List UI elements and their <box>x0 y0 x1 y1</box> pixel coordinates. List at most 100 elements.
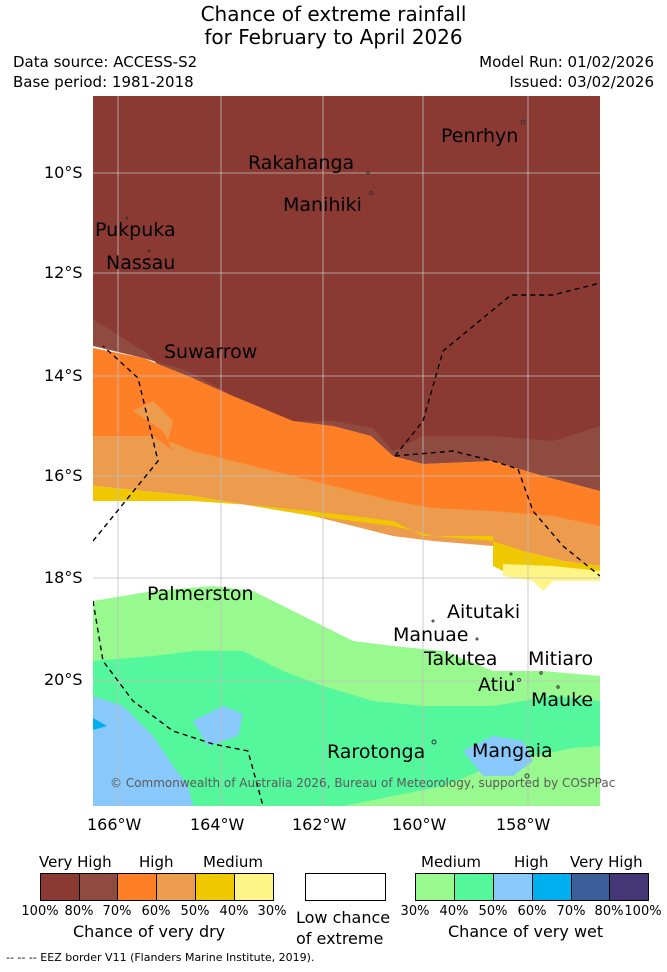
base-period-label: Base period: 1981-2018 <box>13 73 194 91</box>
legend-wet-pct-30: 30% <box>400 904 430 919</box>
issued-label: Issued: 03/02/2026 <box>509 73 654 91</box>
legend-dry-swatch-40-50 <box>195 873 235 901</box>
place-mangaia: Mangaia <box>472 740 553 762</box>
island-mitiaro <box>539 671 543 675</box>
legend-wet-medium-head: Medium <box>421 853 481 871</box>
legend-wet-pct-100: 100% <box>624 904 662 919</box>
place-palmerston: Palmerston <box>147 583 254 605</box>
legend-wet-swatch-50-60 <box>493 873 533 901</box>
legend-wet-pct-40: 40% <box>439 904 469 919</box>
legend-low-swatch <box>305 873 386 901</box>
legend-wet-pct-70: 70% <box>556 904 586 919</box>
island-penrhyn <box>520 119 526 125</box>
legend-dry-swatch-30-40 <box>234 873 274 901</box>
legend-dry-swatch-80-100 <box>40 873 80 901</box>
lon-label-162w: 162°W <box>292 815 347 834</box>
wet-40-50-region <box>93 651 600 806</box>
legend-dry-high-head: High <box>139 853 174 871</box>
lon-label-158w: 158°W <box>496 815 551 834</box>
chart-title-line1: Chance of extreme rainfall <box>200 2 467 26</box>
place-manihiki: Manihiki <box>283 194 362 216</box>
island-rakahanga <box>366 171 370 175</box>
chart-title-line2: for February to April 2026 <box>204 25 463 49</box>
lon-label-164w: 164°W <box>190 815 245 834</box>
lat-label-12s: 12°S <box>44 263 83 282</box>
wet-50-60-region-central <box>193 706 243 746</box>
island-takutea <box>509 672 513 676</box>
legend-dry-medium-head: Medium <box>203 853 263 871</box>
legend-dry-swatch-60-70 <box>117 873 157 901</box>
island-atiu <box>517 678 521 682</box>
island-nassau <box>147 249 151 253</box>
legend-dry-pct-30: 30% <box>257 904 287 919</box>
island-aitutaki <box>431 619 435 623</box>
copyright-notice: © Commonwealth of Australia 2026, Bureau… <box>110 776 616 790</box>
lon-label-160w: 160°W <box>392 815 447 834</box>
legend-wet-very-high-head: Very High <box>570 853 643 871</box>
lat-label-16s: 16°S <box>44 466 83 485</box>
place-takutea: Takutea <box>424 648 498 670</box>
legend-wet-swatch-70-80 <box>571 873 610 901</box>
wet-60-70-patch <box>93 718 107 730</box>
island-rarotonga <box>431 739 437 745</box>
legend-dry-pct-100: 100% <box>21 904 59 919</box>
model-run-label: Model Run: 01/02/2026 <box>479 53 654 71</box>
legend-dry-very-high-head: Very High <box>39 853 112 871</box>
wet-50-60-region-east <box>463 736 533 776</box>
place-pukpuka: Pukpuka <box>95 219 176 241</box>
legend-dry-pct-70: 70% <box>102 904 132 919</box>
legend-dry-pct-80: 80% <box>64 904 94 919</box>
place-mauke: Mauke <box>531 689 594 711</box>
legend-wet-pct-60: 60% <box>517 904 547 919</box>
very-dry-high-region <box>93 319 600 491</box>
lat-label-14s: 14°S <box>44 366 83 385</box>
eez-border-south <box>93 600 264 806</box>
legend-dry-swatch-50-60 <box>156 873 196 901</box>
place-rarotonga: Rarotonga <box>327 741 426 763</box>
legend-dry-swatch-70-80 <box>79 873 118 901</box>
legend-wet-swatch-60-70 <box>532 873 572 901</box>
eez-border-north <box>394 282 600 457</box>
legend-wet-high-head: High <box>514 853 549 871</box>
legend-low-caption-line1: Low chance <box>296 908 391 927</box>
dry-50-60-region <box>93 401 600 566</box>
legend-wet-swatch-80-100 <box>609 873 649 901</box>
legend-dry-pct-50: 50% <box>180 904 210 919</box>
legend-wet-swatch-30-40 <box>415 873 455 901</box>
place-suwarrow: Suwarrow <box>164 341 258 363</box>
island-manuae <box>475 637 479 641</box>
place-penrhyn: Penrhyn <box>441 125 519 147</box>
island-pukpuka <box>125 216 129 220</box>
graticule <box>93 96 600 806</box>
eez-borders <box>93 282 600 806</box>
island-mangaia <box>524 773 530 779</box>
island-outlines <box>125 119 560 779</box>
place-nassau: Nassau <box>106 252 176 274</box>
lon-label-166w: 166°W <box>87 815 142 834</box>
dry-60-70-region <box>93 348 600 536</box>
data-source-label: Data source: ACCESS-S2 <box>13 53 198 71</box>
place-atiu: Atiu <box>478 674 516 696</box>
legend-dry-pct-60: 60% <box>141 904 171 919</box>
legend-wet-caption: Chance of very wet <box>448 922 604 941</box>
legend-low-caption-line2: of extreme <box>296 929 384 948</box>
forecast-map <box>93 96 600 806</box>
legend-wet-pct-50: 50% <box>478 904 508 919</box>
place-rakahanga: Rakahanga <box>248 152 355 174</box>
map-area <box>93 96 600 806</box>
dry-30-40-region <box>503 564 600 591</box>
legend-wet-pct-80: 80% <box>594 904 624 919</box>
eez-border-east <box>394 450 600 577</box>
place-manuae: Manuae <box>393 624 469 646</box>
place-aitutaki: Aitutaki <box>447 601 521 623</box>
lat-label-10s: 10°S <box>44 163 83 182</box>
legend-dry-pct-40: 40% <box>219 904 249 919</box>
lat-label-18s: 18°S <box>44 568 83 587</box>
legend-dry-caption: Chance of very dry <box>73 922 226 941</box>
place-mitiaro: Mitiaro <box>528 648 594 670</box>
legend-wet-swatch-40-50 <box>454 873 494 901</box>
eez-border-note: -- -- -- EEZ border V11 (Flanders Marine… <box>6 951 315 964</box>
island-mauke <box>556 685 560 689</box>
eez-border-west <box>93 345 159 542</box>
island-manihiki <box>369 191 373 195</box>
